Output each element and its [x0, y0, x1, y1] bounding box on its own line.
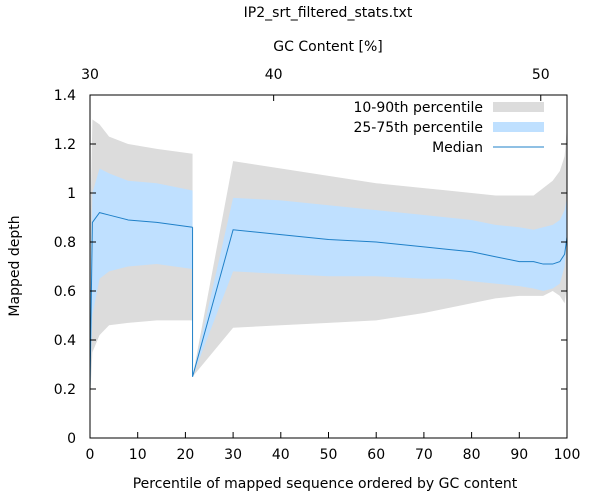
legend-label: 25-75th percentile	[353, 120, 483, 136]
x-tick-label: 40	[272, 447, 290, 463]
x-tick-label: 90	[510, 447, 528, 463]
y-tick-label: 1.4	[54, 88, 76, 104]
x-axis-ticks: 0 10 20 30 40 50 60 70 80 90 100	[86, 432, 581, 463]
y-tick-label: 0	[67, 431, 76, 447]
top-axis-label: GC Content [%]	[273, 39, 382, 55]
y-tick-label: 1.2	[54, 137, 76, 153]
y-tick-label: 1	[67, 186, 76, 202]
chart-title: IP2_srt_filtered_stats.txt	[244, 5, 413, 21]
x-tick-label: 10	[129, 447, 147, 463]
x-tick-label: 0	[86, 447, 95, 463]
x-axis-label: Percentile of mapped sequence ordered by…	[133, 476, 518, 492]
percentile-bands	[90, 119, 567, 402]
y-axis-ticks: 0 0.2 0.4 0.6 0.8 1 1.2 1.4	[54, 88, 567, 447]
x-tick-label: 60	[367, 447, 385, 463]
legend-swatch	[493, 102, 544, 112]
y-tick-label: 0.4	[54, 333, 76, 349]
x-tick-label: 70	[415, 447, 433, 463]
legend-swatch	[493, 122, 544, 132]
top-tick-label: 50	[532, 67, 550, 83]
median-line-segment-1	[89, 212, 193, 390]
y-tick-label: 0.8	[54, 235, 76, 251]
top-tick-label: 40	[265, 67, 283, 83]
y-tick-label: 0.6	[54, 284, 76, 300]
x-tick-label: 30	[224, 447, 242, 463]
legend-label: 10-90th percentile	[353, 100, 483, 116]
median-lines	[89, 212, 568, 390]
legend-label: Median	[432, 140, 483, 156]
x-tick-label: 80	[463, 447, 481, 463]
y-axis-label: Mapped depth	[7, 215, 23, 316]
band-25-75-segment-2	[192, 197, 567, 377]
top-tick-label: 30	[81, 67, 99, 83]
legend: 10-90th percentile 25-75th percentile Medi…	[353, 100, 544, 156]
median-line-segment-2	[192, 229, 568, 377]
top-axis-ticks: 30 40 50	[81, 67, 550, 101]
y-tick-label: 0.2	[54, 382, 76, 398]
x-tick-label: 100	[554, 447, 581, 463]
x-tick-label: 20	[176, 447, 194, 463]
x-tick-label: 50	[320, 447, 338, 463]
